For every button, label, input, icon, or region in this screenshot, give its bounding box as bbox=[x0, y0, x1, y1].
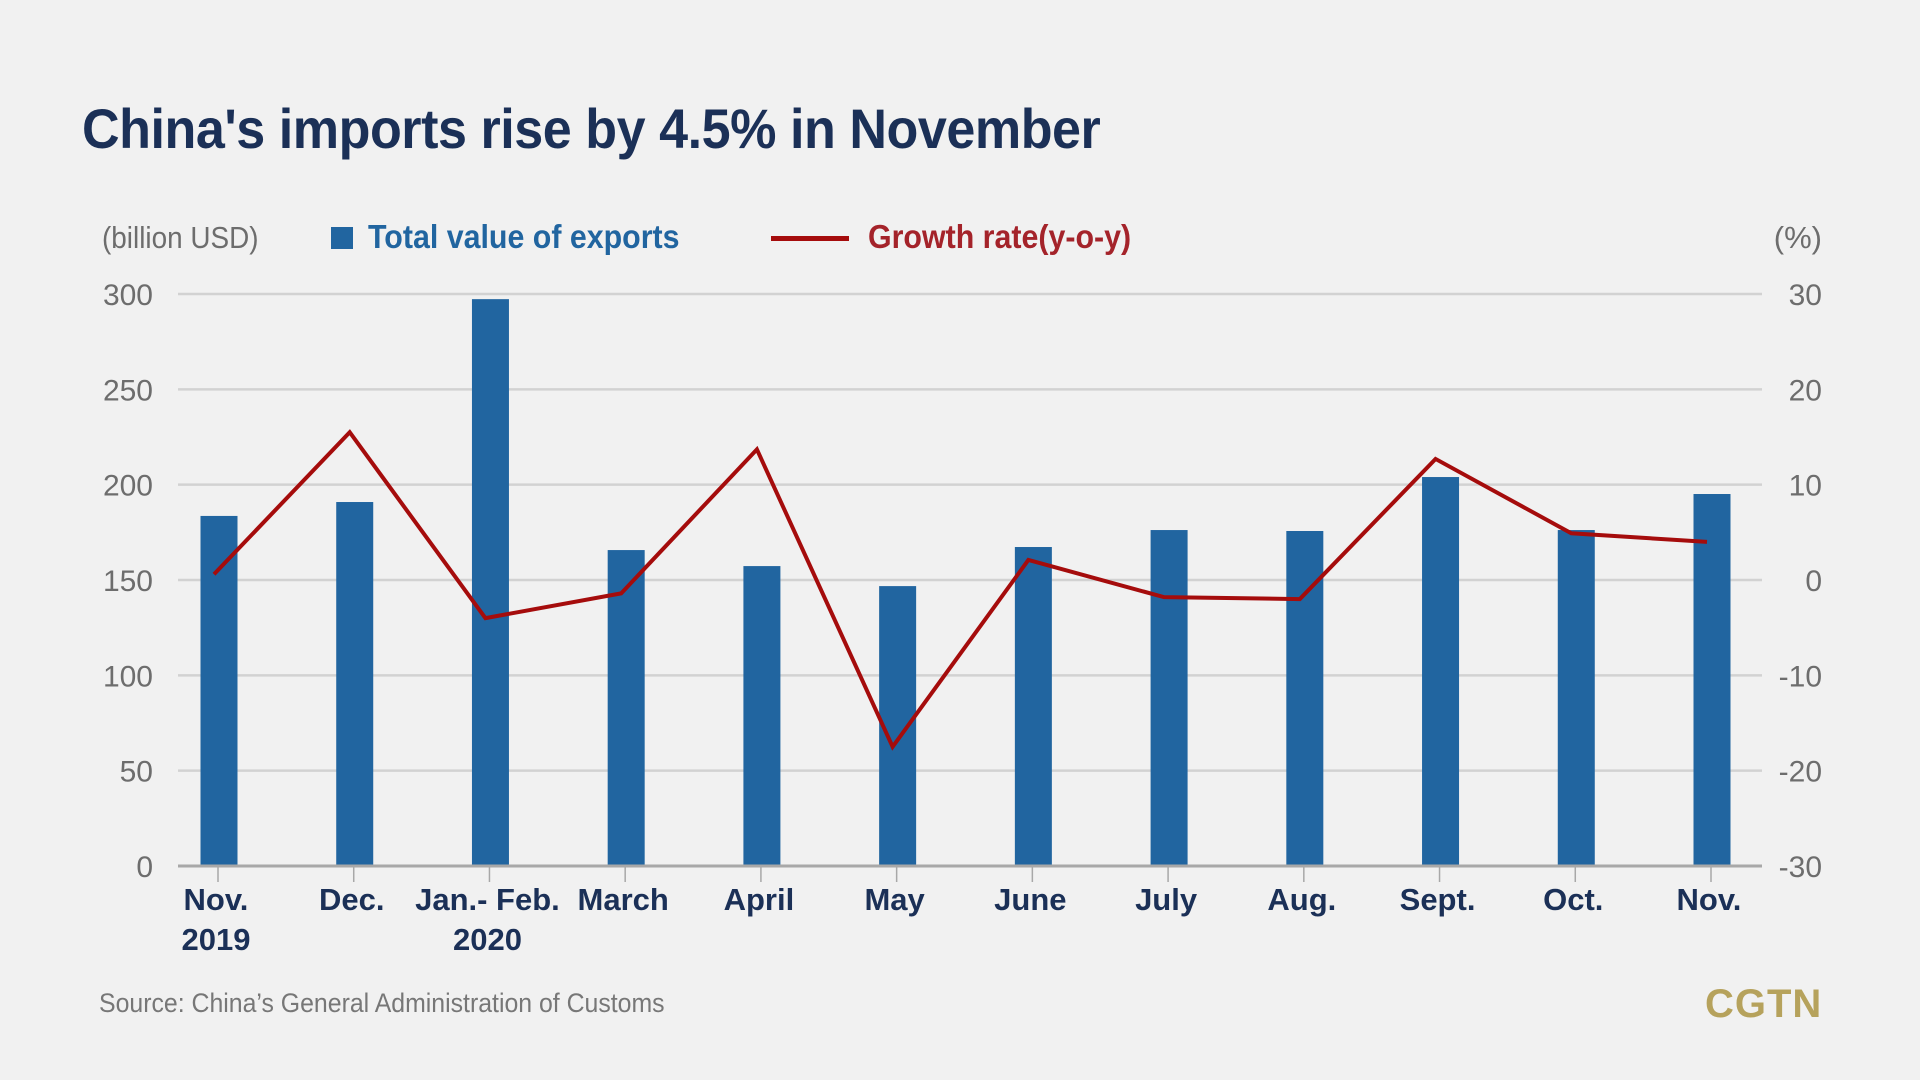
x-axis-label: Sept. bbox=[1400, 882, 1476, 917]
source-note: Source: China’s General Administration o… bbox=[99, 988, 665, 1018]
left-axis-tick-label: 50 bbox=[120, 756, 153, 789]
axes bbox=[178, 864, 1762, 882]
bar-exports-10 bbox=[1557, 530, 1595, 866]
left-axis-ticks: 0 50 100 150 200 250 300 bbox=[103, 279, 153, 884]
x-axis-label: Nov. bbox=[184, 882, 249, 917]
line-series bbox=[212, 429, 1708, 751]
left-axis-tick-label: 150 bbox=[103, 565, 153, 598]
bar-exports-8 bbox=[1286, 530, 1324, 866]
legend-bar-label: Total value of exports bbox=[368, 218, 680, 255]
legend-bar-swatch-icon bbox=[331, 227, 353, 249]
x-axis-label: 2019 bbox=[182, 922, 251, 957]
x-axis-label: March bbox=[578, 882, 669, 917]
x-axis-label: April bbox=[724, 882, 795, 917]
x-axis-label: 2020 bbox=[453, 922, 522, 957]
x-axis-label: May bbox=[864, 882, 925, 917]
x-axis-label: June bbox=[994, 882, 1066, 917]
bar-exports-6 bbox=[1014, 547, 1052, 866]
gridlines bbox=[178, 292, 1762, 772]
left-axis-tick-label: 200 bbox=[103, 470, 153, 503]
right-axis-tick-label: -30 bbox=[1779, 851, 1822, 884]
bar-exports-3 bbox=[607, 550, 645, 866]
cgtn-logo: CGTN bbox=[1705, 982, 1823, 1026]
right-axis-tick-label: -20 bbox=[1779, 756, 1822, 789]
left-axis-tick-label: 250 bbox=[103, 374, 153, 407]
legend-line-label: Growth rate(y-o-y) bbox=[868, 218, 1132, 255]
x-axis-label: July bbox=[1135, 882, 1198, 917]
right-axis-tick-label: 10 bbox=[1789, 470, 1822, 503]
right-axis-unit-label: (%) bbox=[1773, 220, 1822, 255]
chart-title: China's imports rise by 4.5% in November bbox=[82, 97, 1101, 160]
x-axis-labels: Nov. 2019 Dec. Jan.- Feb. 2020 March April May J… bbox=[182, 882, 1742, 957]
x-axis-label: Jan.- Feb. bbox=[415, 882, 560, 917]
bar-exports-11 bbox=[1693, 494, 1731, 866]
x-axis-label: Aug. bbox=[1267, 882, 1336, 917]
x-axis-label: Nov. bbox=[1677, 882, 1742, 917]
x-axis-label: Dec. bbox=[319, 882, 384, 917]
right-axis-tick-label: 0 bbox=[1805, 565, 1822, 598]
left-axis-tick-label: 300 bbox=[103, 279, 153, 312]
right-axis-tick-label: 20 bbox=[1789, 374, 1822, 407]
growth-rate-line bbox=[212, 429, 1708, 751]
bar-exports-9 bbox=[1422, 477, 1460, 866]
left-axis-tick-label: 100 bbox=[103, 660, 153, 693]
bar-exports-1 bbox=[336, 502, 374, 866]
bar-series bbox=[200, 299, 1731, 866]
left-axis-tick-label: 0 bbox=[136, 851, 153, 884]
bar-exports-7 bbox=[1150, 530, 1188, 866]
right-axis-ticks: -30 -20 -10 0 10 20 30 bbox=[1779, 279, 1822, 884]
x-axis-label: Oct. bbox=[1543, 882, 1603, 917]
right-axis-tick-label: 30 bbox=[1789, 279, 1822, 312]
right-axis-tick-label: -10 bbox=[1779, 660, 1822, 693]
bar-exports-4 bbox=[743, 566, 781, 866]
bar-exports-0 bbox=[200, 515, 238, 866]
bar-exports-2 bbox=[471, 299, 509, 866]
left-axis-unit-label: (billion USD) bbox=[102, 220, 259, 255]
legend-line-swatch-icon bbox=[771, 236, 849, 241]
